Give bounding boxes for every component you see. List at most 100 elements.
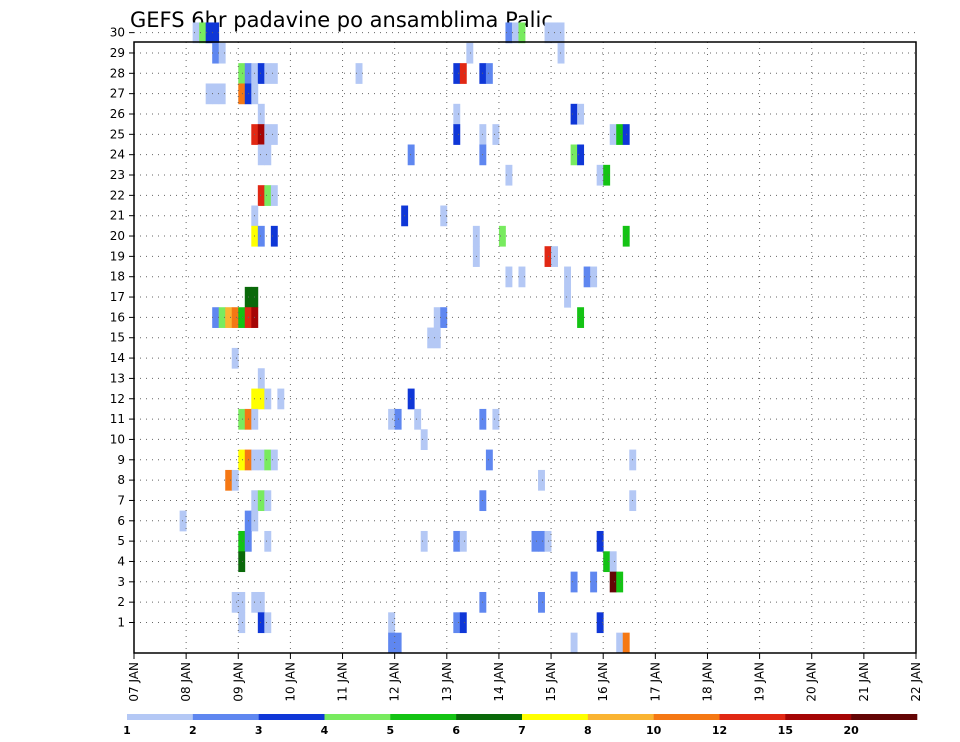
y-tick-label: 24 <box>110 148 125 162</box>
heatmap-cell <box>231 469 239 491</box>
legend-level-label: 10 <box>646 724 662 737</box>
heatmap-cell <box>388 408 396 430</box>
x-tick-label: 07 JAN <box>127 662 141 702</box>
heatmap-cell <box>518 266 526 288</box>
heatmap-cell <box>270 225 278 247</box>
heatmap-cell <box>257 591 265 613</box>
heatmap-cell <box>264 63 272 84</box>
y-tick-label: 21 <box>110 209 125 223</box>
y-tick-label: 2 <box>117 595 125 609</box>
y-tick-label: 29 <box>110 46 125 60</box>
heatmap-cell <box>257 225 265 247</box>
x-tick-label: 19 JAN <box>753 662 767 702</box>
heatmap-cell <box>231 591 239 613</box>
heatmap-cell <box>264 449 272 471</box>
legend-swatch <box>719 714 786 720</box>
heatmap-cell <box>192 22 200 44</box>
heatmap-cell <box>212 307 220 328</box>
legend-swatch <box>785 714 852 720</box>
heatmap-cell <box>518 22 526 44</box>
x-tick-label: 15 JAN <box>544 662 558 702</box>
plot-frame <box>133 41 917 654</box>
heatmap-cell <box>270 63 278 84</box>
y-tick-label: 5 <box>117 534 125 548</box>
heatmap-cell <box>616 124 624 145</box>
y-tick-label: 3 <box>117 575 125 589</box>
y-tick-label: 19 <box>110 249 125 263</box>
heatmap-cell <box>355 63 363 84</box>
heatmap-cell <box>407 388 415 410</box>
heatmap-cell <box>407 144 415 166</box>
y-tick-label: 15 <box>110 331 125 345</box>
y-tick-label: 28 <box>110 66 125 80</box>
heatmap-cell <box>485 449 493 471</box>
heatmap-cell <box>616 632 624 654</box>
heatmap-cell <box>616 571 624 593</box>
heatmap-cell <box>570 103 578 125</box>
heatmap-cell <box>453 612 461 634</box>
y-tick-label: 9 <box>117 453 125 467</box>
heatmap-cell <box>564 286 572 308</box>
y-axis-ticks: 1234567891011121314151617181920212223242… <box>110 26 134 629</box>
heatmap-cell <box>388 632 396 654</box>
heatmap-cell <box>492 124 500 145</box>
y-tick-label: 22 <box>110 188 125 202</box>
y-tick-label: 27 <box>110 87 125 101</box>
heatmap-cell <box>238 591 246 613</box>
heatmap-cell <box>622 632 630 654</box>
x-tick-label: 21 JAN <box>857 662 871 702</box>
heatmap-cell <box>270 124 278 145</box>
heatmap-cell <box>270 185 278 206</box>
x-tick-label: 10 JAN <box>283 662 297 702</box>
heatmap-cell <box>453 124 461 145</box>
heatmap-cell <box>388 612 396 634</box>
heatmap-cell <box>270 449 278 471</box>
heatmap-cell <box>433 307 441 328</box>
legend-swatch <box>258 714 325 720</box>
y-tick-label: 6 <box>117 514 125 528</box>
heatmap-cell <box>427 327 435 349</box>
heatmap-cell <box>453 103 461 125</box>
heatmap-cell <box>609 124 617 145</box>
heatmap-cell <box>557 22 565 44</box>
heatmap-cell <box>511 22 519 44</box>
heatmap-cell <box>440 205 448 227</box>
legend-swatch <box>127 714 194 720</box>
heatmap-cell <box>218 42 226 64</box>
heatmap-cell <box>505 266 513 288</box>
legend-level-label: 3 <box>255 724 263 737</box>
heatmap-cell <box>557 42 565 64</box>
heatmap-cell <box>231 347 239 369</box>
heatmap-cell <box>225 307 233 328</box>
heatmap-cell <box>531 530 539 552</box>
legend-level-label: 6 <box>452 724 460 737</box>
heatmap-cell <box>603 551 611 573</box>
heatmap-cell <box>257 612 265 634</box>
heatmap-cell <box>538 530 545 552</box>
legend-swatch <box>192 714 259 720</box>
heatmap-cell <box>238 307 246 328</box>
legend-level-label: 12 <box>712 724 727 737</box>
heatmap-cell <box>205 83 213 105</box>
heatmap-cell <box>564 266 572 288</box>
heatmap-cell <box>264 490 272 512</box>
y-tick-label: 18 <box>110 270 125 284</box>
x-tick-label: 12 JAN <box>388 662 402 702</box>
heatmap-cell <box>257 63 265 84</box>
heatmap-cell <box>538 469 545 491</box>
legend-level-label: 15 <box>778 724 793 737</box>
heatmap-cell <box>440 307 448 328</box>
heatmap-cell <box>238 551 246 573</box>
y-tick-label: 20 <box>110 229 125 243</box>
heatmap-cell <box>596 530 604 552</box>
x-tick-label: 11 JAN <box>336 662 350 702</box>
y-tick-label: 23 <box>110 168 125 182</box>
y-tick-label: 4 <box>117 554 125 568</box>
x-tick-label: 20 JAN <box>805 662 819 702</box>
heatmap-cell <box>498 225 506 247</box>
heatmap-cell <box>264 144 272 166</box>
x-axis-ticks: 07 JAN 08 JAN 09 JAN 10 JAN 11 JAN 12 JAN 13 J… <box>127 653 923 702</box>
legend-swatch <box>324 714 391 720</box>
heatmap-cell <box>205 22 213 44</box>
heatmap-cell <box>212 83 220 105</box>
